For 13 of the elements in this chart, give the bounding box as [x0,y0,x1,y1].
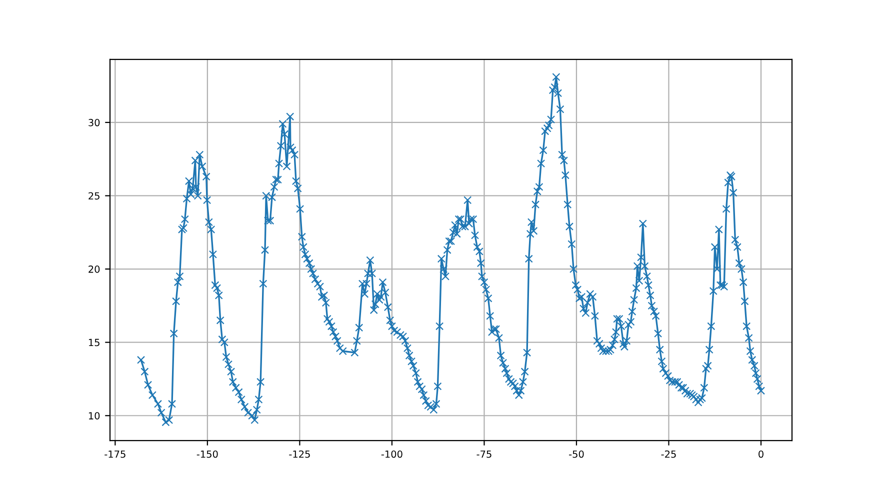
y-tick-label: 30 [88,118,100,126]
x-tick-label: -175 [104,450,126,458]
x-tick-label: -75 [476,450,492,458]
y-tick-label: 10 [88,412,100,420]
y-tick-label: 15 [88,338,100,346]
x-tick-label: -25 [661,450,676,458]
y-tick-label: 25 [88,192,100,200]
y-tick-label: 20 [88,266,100,273]
x-tick-label: -150 [196,450,218,458]
x-tick-label: 0 [758,450,764,458]
x-tick-label: -125 [289,450,310,458]
x-tick-label: -100 [381,450,402,458]
x-tick-label: -50 [569,450,584,458]
